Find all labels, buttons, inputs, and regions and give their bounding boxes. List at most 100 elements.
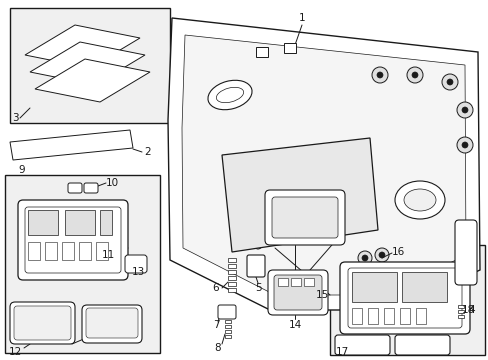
Text: 11: 11 (101, 250, 114, 260)
Text: 17: 17 (335, 347, 348, 357)
Ellipse shape (403, 189, 435, 211)
Text: 3: 3 (12, 113, 18, 123)
Bar (383, 308, 393, 324)
Bar (415, 308, 425, 324)
Text: 14: 14 (288, 320, 301, 330)
Bar (399, 308, 409, 324)
FancyBboxPatch shape (10, 302, 75, 344)
Text: 13: 13 (131, 267, 144, 277)
Bar (28, 242, 40, 260)
Circle shape (456, 137, 472, 153)
Bar (304, 278, 313, 286)
Bar (10, 8, 170, 123)
Circle shape (221, 308, 228, 316)
Ellipse shape (216, 87, 243, 103)
Bar (224, 320, 230, 323)
Bar (284, 43, 295, 53)
Bar (457, 315, 463, 318)
Bar (224, 335, 230, 338)
FancyBboxPatch shape (86, 308, 138, 338)
FancyBboxPatch shape (218, 305, 236, 319)
Circle shape (456, 102, 472, 118)
Ellipse shape (394, 181, 444, 219)
Text: 6: 6 (212, 283, 219, 293)
Bar (351, 272, 396, 302)
Bar (227, 270, 236, 274)
FancyBboxPatch shape (68, 183, 82, 193)
Text: 5: 5 (254, 283, 261, 293)
Bar (256, 47, 267, 57)
Text: 8: 8 (214, 343, 221, 353)
Text: 12: 12 (8, 347, 21, 357)
FancyBboxPatch shape (14, 306, 71, 340)
Text: 4: 4 (468, 305, 474, 315)
Bar (79, 242, 91, 260)
Bar (290, 278, 301, 286)
Text: 16: 16 (390, 247, 404, 257)
Bar (62, 242, 74, 260)
Circle shape (461, 142, 467, 148)
Text: 10: 10 (105, 178, 118, 188)
Circle shape (411, 72, 417, 78)
FancyBboxPatch shape (18, 200, 128, 280)
Bar (96, 242, 108, 260)
Polygon shape (25, 25, 140, 68)
FancyBboxPatch shape (334, 335, 389, 355)
Text: 18: 18 (461, 305, 474, 315)
Circle shape (406, 67, 422, 83)
FancyBboxPatch shape (267, 270, 327, 315)
Text: 1: 1 (298, 13, 305, 23)
Polygon shape (35, 59, 150, 102)
Circle shape (357, 251, 371, 265)
Circle shape (374, 248, 388, 262)
Polygon shape (10, 130, 133, 160)
Bar (401, 272, 446, 302)
Circle shape (253, 158, 262, 166)
Text: 2: 2 (144, 147, 151, 157)
Bar (5, 175, 160, 353)
Bar (227, 258, 236, 262)
Circle shape (234, 158, 242, 166)
Ellipse shape (289, 153, 349, 198)
Circle shape (461, 107, 467, 113)
Polygon shape (30, 42, 145, 85)
Bar (227, 264, 236, 268)
FancyBboxPatch shape (82, 305, 142, 343)
Bar (227, 282, 236, 286)
Bar (224, 325, 230, 328)
Circle shape (371, 67, 387, 83)
Bar (227, 288, 236, 292)
Bar (457, 310, 463, 313)
Circle shape (441, 74, 457, 90)
FancyBboxPatch shape (125, 255, 147, 273)
Text: 7: 7 (212, 320, 219, 330)
Circle shape (378, 252, 384, 258)
FancyBboxPatch shape (84, 183, 98, 193)
Circle shape (234, 241, 242, 249)
Circle shape (244, 241, 251, 249)
Bar (45, 242, 57, 260)
Bar (224, 330, 230, 333)
Text: 15: 15 (315, 290, 328, 300)
FancyBboxPatch shape (271, 197, 337, 238)
Bar (278, 278, 287, 286)
FancyBboxPatch shape (454, 220, 476, 285)
Circle shape (253, 241, 262, 249)
FancyBboxPatch shape (264, 190, 345, 245)
FancyBboxPatch shape (394, 335, 449, 355)
Bar (329, 245, 484, 355)
FancyBboxPatch shape (339, 262, 469, 334)
Bar (65, 210, 95, 235)
Ellipse shape (298, 161, 340, 189)
FancyBboxPatch shape (25, 207, 121, 273)
Bar (227, 276, 236, 280)
Polygon shape (168, 18, 479, 310)
Bar (100, 210, 112, 235)
Bar (351, 308, 361, 324)
FancyBboxPatch shape (246, 255, 264, 277)
Circle shape (376, 72, 382, 78)
Polygon shape (222, 138, 377, 252)
Polygon shape (182, 35, 465, 295)
Circle shape (446, 79, 452, 85)
Bar (367, 308, 377, 324)
